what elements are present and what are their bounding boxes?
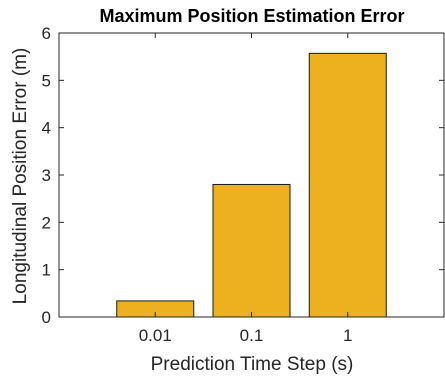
plot-area: 0 1 2 3 4 5 6 0.01 0.1 1 [42,24,445,345]
x-tick-label-1: 1 [343,326,352,345]
y-tick-label-0: 0 [42,308,51,327]
y-tick-label-5: 5 [42,71,51,90]
y-tick-label-6: 6 [42,24,51,43]
bar-1 [308,52,387,318]
chart-title: Maximum Position Estimation Error [99,6,404,26]
y-axis-label: Longitudinal Position Error (m) [10,48,31,305]
x-tick-label-0.1: 0.1 [240,326,264,345]
bar-0.1 [212,183,291,318]
y-tick-label-3: 3 [42,166,51,185]
y-tick-label-4: 4 [42,119,51,138]
y-tick-label-1: 1 [42,261,51,280]
x-tick-label-0.01: 0.01 [139,326,172,345]
x-axis-label: Prediction Time Step (s) [151,354,354,375]
y-tick-label-2: 2 [42,213,51,232]
